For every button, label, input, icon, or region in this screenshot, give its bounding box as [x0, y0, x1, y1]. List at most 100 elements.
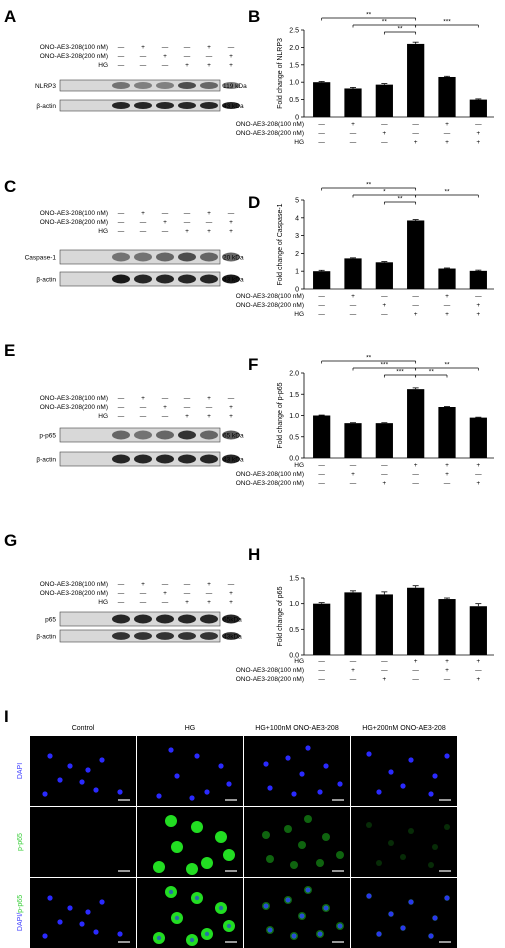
condition-sign: —	[475, 121, 482, 128]
nucleus	[291, 933, 297, 939]
blot-sign: —	[140, 62, 147, 69]
nucleus	[285, 897, 291, 903]
blot-band	[134, 454, 152, 464]
blot-row-label: ONO-AE3-208(100 nM)	[40, 395, 108, 402]
blot-e: ONO-AE3-208(100 nM) — + — — + — ONO-AE3-208(200…	[36, 395, 244, 467]
nucleus	[285, 755, 291, 761]
bar	[313, 603, 331, 655]
condition-sign: —	[444, 480, 451, 487]
bar	[469, 99, 487, 117]
bar	[469, 417, 487, 458]
nucleus	[47, 753, 53, 759]
condition-label: HG	[294, 462, 304, 469]
nucleus	[168, 889, 174, 895]
blot-sign: —	[140, 404, 147, 411]
blot-sign: +	[163, 219, 167, 226]
nucleus	[93, 929, 99, 935]
blot-sign: +	[207, 228, 211, 235]
nucleus	[432, 773, 438, 779]
condition-sign: —	[381, 658, 388, 665]
blot-c: ONO-AE3-208(100 nM) — + — — + — ONO-AE3-208(200…	[25, 210, 244, 287]
p65-signal	[336, 851, 344, 859]
sig-label: **	[444, 362, 450, 369]
nucleus	[42, 933, 48, 939]
condition-sign: —	[350, 658, 357, 665]
p65-signal	[298, 841, 306, 849]
panel-label-f: F	[248, 355, 258, 374]
condition-sign: —	[350, 302, 357, 309]
nucleus	[189, 937, 195, 943]
condition-sign: —	[350, 311, 357, 318]
blot-band	[178, 454, 196, 464]
micro-column-title: HG+100nM ONO-AE3-208	[255, 725, 339, 732]
blot-sign: —	[184, 210, 191, 217]
nucleus	[42, 791, 48, 797]
blot-band	[112, 81, 130, 90]
blot-band	[134, 252, 152, 262]
nucleus	[323, 763, 329, 769]
condition-sign: +	[414, 462, 418, 469]
blot-sign: +	[207, 413, 211, 420]
nucleus	[317, 931, 323, 937]
nucleus	[156, 935, 162, 941]
bar	[313, 415, 331, 458]
y-tick-label: 1.5	[289, 392, 299, 399]
blot-sign: +	[163, 590, 167, 597]
blot-band-name: β-actin	[36, 457, 56, 464]
blot-sign: —	[140, 53, 147, 60]
blot-sign: +	[229, 590, 233, 597]
y-tick-label: 0.5	[289, 627, 299, 634]
nucleus	[299, 913, 305, 919]
panel-label-b: B	[248, 7, 260, 26]
nucleus	[444, 895, 450, 901]
blot-kda: 43 kDa	[223, 103, 244, 110]
micro-cell	[351, 736, 457, 806]
blot-sign: +	[229, 53, 233, 60]
nucleus	[204, 931, 210, 937]
blot-sign: —	[162, 228, 169, 235]
bar	[438, 76, 456, 117]
blot-band	[112, 614, 130, 624]
p65-signal	[153, 861, 165, 873]
y-tick-label: 1	[295, 269, 299, 276]
condition-sign: —	[318, 121, 325, 128]
nucleus	[117, 931, 123, 937]
micro-row-label-pp65: p-p65	[17, 833, 24, 851]
condition-sign: —	[318, 667, 325, 674]
bar	[407, 587, 425, 655]
nucleus	[218, 763, 224, 769]
nucleus	[263, 761, 269, 767]
blot-sign: +	[229, 413, 233, 420]
micro-column-title: HG+200nM ONO-AE3-208	[362, 725, 446, 732]
blot-sign: —	[140, 228, 147, 235]
blot-kda: 20 kDa	[223, 255, 244, 262]
blot-sign: +	[229, 228, 233, 235]
blot-band	[134, 430, 152, 440]
condition-sign: —	[381, 139, 388, 146]
y-tick-label: 0.0	[289, 653, 299, 660]
nucleus	[67, 905, 73, 911]
condition-sign: +	[476, 130, 480, 137]
blot-band	[222, 274, 240, 284]
nucleus	[99, 757, 105, 763]
blot-band	[134, 81, 152, 90]
blot-band	[178, 274, 196, 284]
p65-signal	[322, 833, 330, 841]
blot-band	[200, 632, 218, 640]
bar	[344, 88, 362, 117]
blot-sign: —	[140, 413, 147, 420]
nucleus	[408, 757, 414, 763]
blot-sign: —	[206, 404, 213, 411]
nucleus	[263, 903, 269, 909]
micro-cell	[351, 807, 457, 877]
micro-cell-bg	[30, 878, 136, 948]
condition-sign: +	[445, 471, 449, 478]
blot-band	[200, 614, 218, 624]
condition-sign: +	[414, 311, 418, 318]
blot-sign: —	[206, 590, 213, 597]
blot-sign: —	[162, 413, 169, 420]
blot-sign: —	[162, 581, 169, 588]
blot-band	[156, 454, 174, 464]
blot-band-name: β-actin	[36, 634, 56, 641]
blot-sign: —	[184, 590, 191, 597]
